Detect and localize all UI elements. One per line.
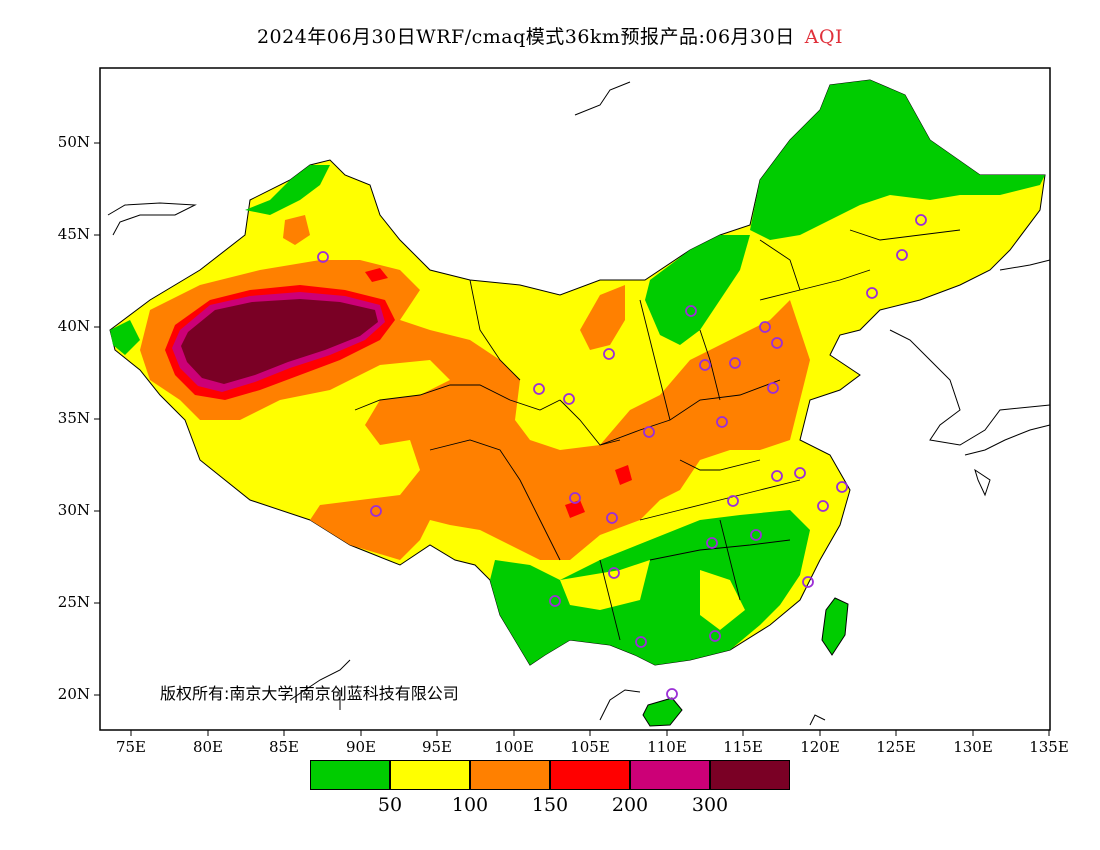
region-aqi-0-50-hainan: [642, 697, 683, 727]
station-marker: [759, 321, 771, 333]
region-aqi-150-200-chongqing: [615, 465, 632, 485]
province-boundaries: [354, 229, 961, 641]
lat-label: 40N: [57, 317, 90, 335]
lon-label: 95E: [421, 738, 453, 756]
station-marker: [685, 305, 697, 317]
station-marker: [716, 416, 728, 428]
station-marker: [709, 630, 721, 642]
region-aqi-100-150-northcentral: [580, 285, 625, 350]
title-variable: AQI: [804, 26, 844, 48]
station-marker: [608, 567, 620, 579]
lon-label: 75E: [115, 738, 147, 756]
station-marker: [569, 492, 581, 504]
station-marker: [896, 249, 908, 261]
station-marker: [727, 495, 739, 507]
region-aqi-0-50-nw: [245, 165, 330, 215]
legend-label: 150: [531, 794, 569, 816]
copyright-text: 版权所有:南京大学|南京创蓝科技有限公司: [160, 684, 459, 703]
lon-label: 120E: [800, 738, 840, 756]
region-aqi-50-100-se-patch: [700, 570, 745, 630]
station-marker: [866, 287, 878, 299]
station-marker: [317, 251, 329, 263]
region-aqi-0-50-taiwan: [821, 597, 849, 656]
lat-label: 45N: [57, 225, 90, 243]
legend-swatch: [550, 760, 630, 790]
station-markers: [317, 214, 927, 700]
legend-label: 200: [611, 794, 649, 816]
lat-label: 25N: [57, 593, 90, 611]
title-main: 2024年06月30日WRF/cmaq模式36km预报产品:06月30日: [256, 26, 795, 48]
region-aqi-50-100-south-patch: [560, 560, 650, 610]
legend-label: 50: [377, 794, 403, 816]
lon-label: 105E: [570, 738, 610, 756]
station-marker: [370, 505, 382, 517]
region-aqi-0-50-northeast: [750, 80, 1045, 240]
station-marker: [729, 357, 741, 369]
lon-label: 90E: [345, 738, 377, 756]
region-aqi-150-200-north: [365, 268, 388, 282]
station-marker: [666, 688, 678, 700]
lon-label: 135E: [1029, 738, 1069, 756]
lon-label: 110E: [647, 738, 687, 756]
station-marker: [533, 383, 545, 395]
station-marker: [836, 481, 848, 493]
legend-swatch: [630, 760, 710, 790]
station-marker: [750, 529, 762, 541]
axis-ticks: [94, 142, 1050, 736]
legend-label: 300: [691, 794, 729, 816]
station-marker: [771, 337, 783, 349]
legend-label: 100: [451, 794, 489, 816]
station-marker: [794, 467, 806, 479]
legend-swatch: [390, 760, 470, 790]
lat-label: 50N: [57, 133, 90, 151]
station-marker: [699, 359, 711, 371]
lat-label: 35N: [57, 409, 90, 427]
lat-label: 20N: [57, 685, 90, 703]
region-aqi-0-50-west: [110, 320, 140, 355]
aqi-legend: [310, 760, 790, 792]
region-aqi-100-150-nw-patch: [283, 215, 310, 245]
map-title: 2024年06月30日WRF/cmaq模式36km预报产品:06月30日 AQI: [0, 22, 1100, 49]
region-aqi-0-50-north: [645, 235, 750, 345]
lon-label: 80E: [192, 738, 224, 756]
lat-label: 30N: [57, 501, 90, 519]
station-marker: [643, 426, 655, 438]
lon-label: 125E: [876, 738, 916, 756]
station-marker: [767, 382, 779, 394]
legend-swatch: [470, 760, 550, 790]
station-marker: [802, 576, 814, 588]
station-marker: [771, 470, 783, 482]
lon-label: 130E: [953, 738, 993, 756]
region-aqi-150-200-sichuan: [565, 500, 585, 518]
station-marker: [915, 214, 927, 226]
legend-swatch: [310, 760, 390, 790]
legend-swatch: [710, 760, 790, 790]
station-marker: [603, 348, 615, 360]
lon-label: 115E: [723, 738, 763, 756]
lon-label: 85E: [268, 738, 300, 756]
station-marker: [635, 636, 647, 648]
lon-label: 100E: [494, 738, 534, 756]
station-marker: [563, 393, 575, 405]
region-aqi-0-50-south: [490, 510, 810, 665]
station-marker: [706, 537, 718, 549]
station-marker: [606, 512, 618, 524]
region-aqi-300-plus: [181, 299, 378, 384]
coastlines: [107, 81, 1051, 726]
station-marker: [817, 500, 829, 512]
station-marker: [549, 595, 561, 607]
